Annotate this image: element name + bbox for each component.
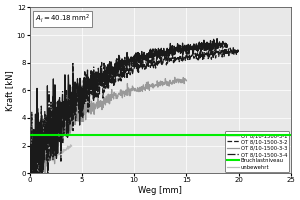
Legend: OT 8/10-1500-3-1, OT 8/10-1500-3-2, OT 8/10-1500-3-3, OT 8/10-1500-3-4, Bruchlas: OT 8/10-1500-3-1, OT 8/10-1500-3-2, OT 8… (225, 131, 289, 172)
Y-axis label: Kraft [kN]: Kraft [kN] (5, 70, 14, 111)
X-axis label: Weg [mm]: Weg [mm] (138, 186, 182, 195)
Text: $A_l = 40.18\,\mathrm{mm}^2$: $A_l = 40.18\,\mathrm{mm}^2$ (35, 12, 90, 25)
